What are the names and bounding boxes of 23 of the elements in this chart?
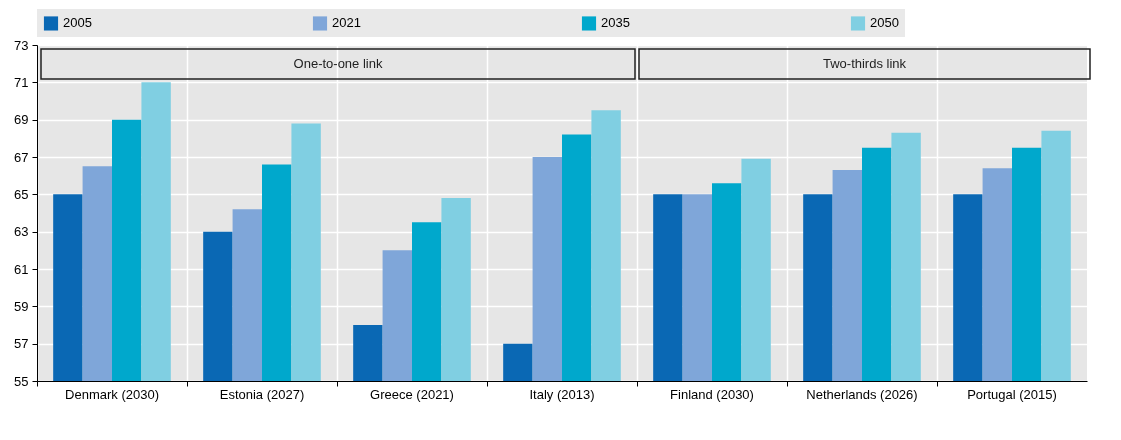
y-tick-label: 55	[14, 373, 29, 389]
y-tick-label: 67	[14, 149, 29, 165]
y-tick-label: 63	[14, 224, 29, 240]
y-tick-label: 59	[14, 298, 29, 314]
y-tick-label: 61	[14, 261, 29, 277]
x-tick-label: Netherlands (2026)	[806, 386, 918, 402]
x-tick-label: Portugal (2015)	[967, 386, 1057, 402]
legend-label: 2035	[601, 15, 630, 31]
y-tick-label: 71	[14, 74, 29, 90]
x-tick-label: Denmark (2030)	[65, 386, 159, 402]
legend-label: 2021	[332, 15, 361, 31]
annotation: One-to-one link	[293, 56, 383, 71]
annotation: Two-thirds link	[822, 56, 907, 71]
legend-label: 2050	[870, 15, 899, 31]
y-tick-label: 57	[14, 336, 29, 352]
x-tick-label: Finland (2030)	[670, 386, 754, 402]
y-tick-label: 65	[14, 186, 29, 202]
x-tick-label: Italy (2013)	[529, 386, 595, 402]
y-tick-label: 69	[14, 112, 29, 128]
legend-label: 2005	[63, 15, 92, 31]
y-tick-label: 73	[14, 37, 29, 53]
x-tick-label: Estonia (2027)	[219, 386, 305, 402]
x-tick-label: Greece (2021)	[370, 386, 454, 402]
